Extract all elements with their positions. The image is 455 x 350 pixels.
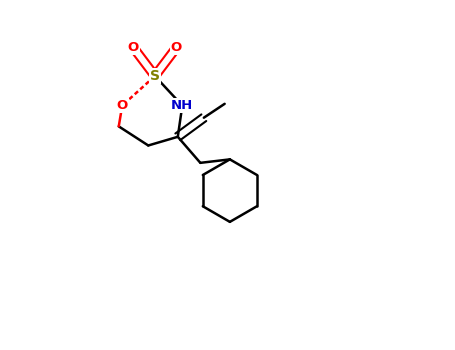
Text: O: O: [171, 41, 182, 54]
Text: O: O: [116, 99, 128, 112]
Text: O: O: [128, 41, 139, 54]
Text: NH: NH: [171, 99, 193, 112]
Text: S: S: [150, 69, 160, 83]
